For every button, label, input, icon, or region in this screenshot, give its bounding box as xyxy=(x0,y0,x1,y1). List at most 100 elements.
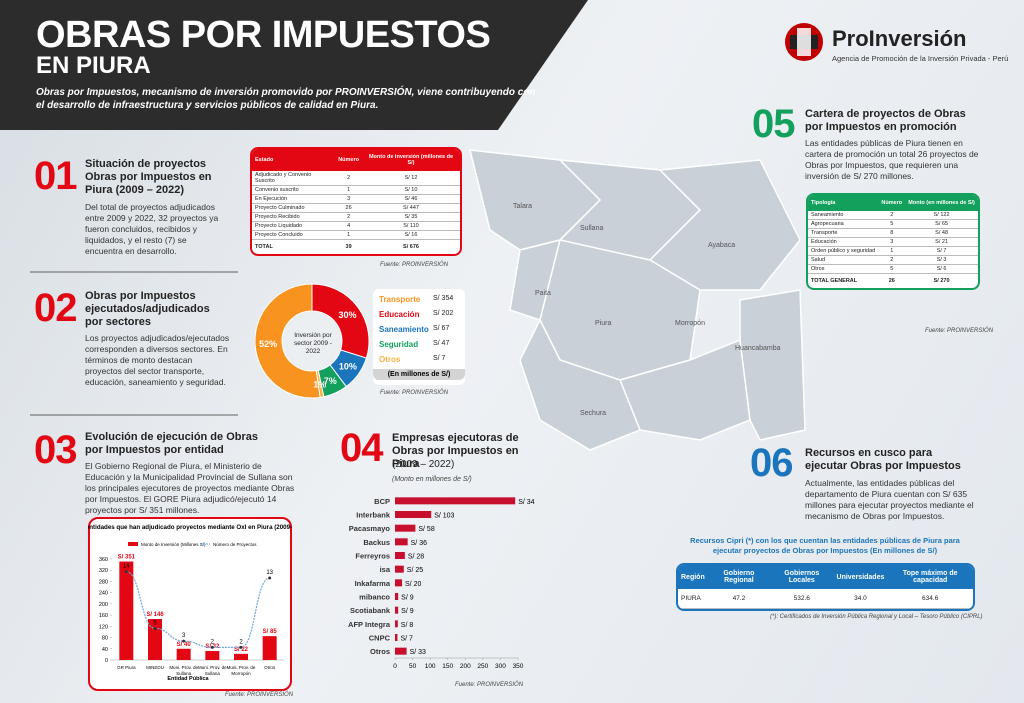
x-tick-label: Muni. Prov. de Sullana xyxy=(198,665,227,676)
table: Tipología Número Monto (en millones de S/)… xyxy=(808,195,978,288)
cell: Proyecto Liquidado xyxy=(255,223,303,229)
bar-label: S/ 33 xyxy=(410,649,426,656)
header-cell: Tipología xyxy=(811,200,836,206)
y-tick-label: 0 xyxy=(105,658,108,664)
legend-value: S/ 47 xyxy=(433,340,450,347)
total-cell: 26 xyxy=(888,278,895,284)
y-tick-label: 80 xyxy=(102,636,108,642)
bar xyxy=(395,552,405,559)
bar xyxy=(395,593,399,600)
point-label: 14 xyxy=(123,564,130,570)
map-label: Morropón xyxy=(675,320,705,327)
bar-label: S/ 146 xyxy=(146,612,164,618)
cell: 2 xyxy=(890,212,894,218)
company-chart: BCP S/ 342 Interbank S/ 103 Pacasmayo S/ 58 Ba… xyxy=(348,497,535,670)
section-title: Evolución de ejecución de Obras por Impu… xyxy=(85,431,258,456)
unit-note: (Monto en millones de S/) xyxy=(392,476,472,483)
map-label: Ayabaca xyxy=(708,242,736,249)
donut-segment xyxy=(255,283,321,399)
point xyxy=(182,639,186,643)
row: Saneamiento 2 S/ 122 xyxy=(808,211,978,220)
y-tick-label: Ferreyros xyxy=(355,552,390,561)
row: Convenio suscrito 1 S/ 10 xyxy=(252,186,460,195)
cell: Otros xyxy=(811,266,825,272)
legend-label: Seguridad xyxy=(379,340,419,349)
row: Adjudicado y Convenio Suscrito 2 S/ 12 xyxy=(252,171,460,186)
legend-label: Transporte xyxy=(379,295,421,304)
cell: S/ 122 xyxy=(933,212,950,218)
line xyxy=(126,571,270,648)
legend-value: S/ 354 xyxy=(433,295,454,302)
subtitle: EN PIURA xyxy=(36,52,151,79)
cell: Educación xyxy=(811,239,837,245)
bar xyxy=(234,653,248,660)
bar-label: S/ 85 xyxy=(263,629,278,635)
section-text: El Gobierno Regional de Piura, el Minist… xyxy=(85,461,295,515)
cell: 1 xyxy=(347,232,351,238)
total-cell: S/ 270 xyxy=(933,278,950,284)
cell: Saneamiento xyxy=(811,212,844,218)
map-label: Sechura xyxy=(580,410,607,417)
total-row: TOTAL 39 S/ 676 xyxy=(252,239,460,255)
bar-label: S/ 9 xyxy=(401,608,414,615)
legend-swatch xyxy=(128,542,138,546)
cell: 5 xyxy=(890,266,894,272)
legend-label: Educación xyxy=(379,310,420,319)
section-text: Del total de proyectos adjudicados entre… xyxy=(85,202,219,256)
header-row: Región Gobierno Regional Gobiernos Locales… xyxy=(678,565,973,589)
header-cell: Gobierno Regional xyxy=(723,570,755,584)
bar xyxy=(395,606,399,614)
donut-legend: Transporte S/ 354 Educación S/ 202 Saneamien… xyxy=(373,289,465,385)
y-tick-label: 120 xyxy=(99,624,108,630)
section-text: Actualmente, las entidades públicas del … xyxy=(805,478,974,521)
y-tick-label: 40 xyxy=(102,647,108,653)
y-tick-label: mibanco xyxy=(359,593,390,602)
y-tick-label: 360 xyxy=(99,557,108,563)
cell: 2 xyxy=(347,175,351,181)
y-tick-label: Scotiabank xyxy=(350,606,391,615)
cell: 1 xyxy=(347,187,351,193)
x-tick-label: 200 xyxy=(460,663,471,670)
legend-label: Saneamiento xyxy=(379,325,429,334)
section-period: (2009 – 2022) xyxy=(392,459,455,470)
cell: Agropecuaria xyxy=(811,221,844,227)
row: Otros 5 S/ 6 xyxy=(808,265,978,274)
cell: S/ 65 xyxy=(935,221,949,227)
cell: Adjudicado y Convenio Suscrito xyxy=(255,172,312,184)
percent-label: 30% xyxy=(338,310,356,320)
cell: S/ 6 xyxy=(936,266,947,272)
row: Proyecto Culminado 26 S/ 447 xyxy=(252,204,460,213)
header-cell: Universidades xyxy=(836,573,885,581)
section-text: Los proyectos adjudicados/ejecutados cor… xyxy=(85,333,230,387)
bar-label: S/ 8 xyxy=(401,622,414,629)
bar-label: S/ 351 xyxy=(118,555,136,561)
cell: S/ 46 xyxy=(404,196,418,202)
cell: 47.2 xyxy=(732,595,746,602)
map-label: Piura xyxy=(595,320,612,327)
cell: S/ 10 xyxy=(404,187,418,193)
cell: 1 xyxy=(890,248,894,254)
cell: 2 xyxy=(347,214,351,220)
point xyxy=(268,576,272,580)
logo-tagline: Agencia de Promoción de la Inversión Pri… xyxy=(832,54,1009,63)
y-tick-label: 280 xyxy=(99,579,108,585)
header-row: Tipología Número Monto (en millones de S/) xyxy=(808,195,978,211)
donut-center-label: Inversión por sector 2009 - 2022 xyxy=(294,332,332,355)
donut-chart: 52% 30% 10%7%1% xyxy=(255,283,370,399)
point-label: 2 xyxy=(239,639,243,645)
cell: 634.6 xyxy=(922,595,939,602)
source: Fuente: PROINVERSIÓN xyxy=(225,692,294,698)
row: Agropecuaria 5 S/ 65 xyxy=(808,220,978,229)
section-title: Empresas ejecutoras de Obras por Impuest… xyxy=(392,432,519,470)
cell: 532.6 xyxy=(793,595,810,602)
section-number: 03 xyxy=(34,428,77,472)
source: Fuente: PROINVERSIÓN xyxy=(380,390,449,396)
bar xyxy=(395,524,416,532)
footnote: (*): Certificados de Inversión Pública R… xyxy=(770,614,983,620)
bar xyxy=(395,647,407,655)
point xyxy=(124,570,128,574)
bar xyxy=(262,636,277,660)
cell: S/ 110 xyxy=(403,223,419,229)
table: Región Gobierno Regional Gobiernos Locales… xyxy=(678,565,973,609)
